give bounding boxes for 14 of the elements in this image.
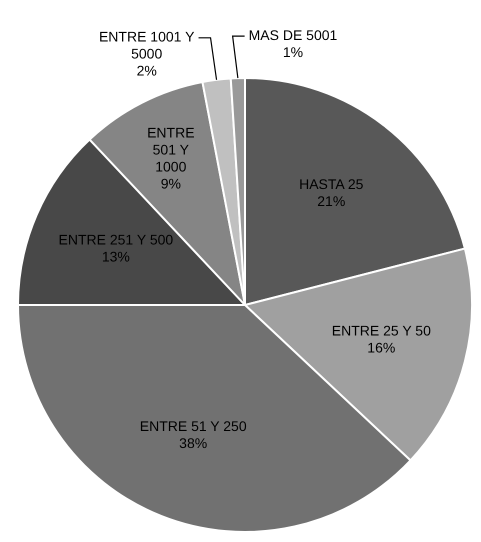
slice-label: ENTRE 251 Y 500 xyxy=(58,231,174,248)
data-label: 13% xyxy=(102,248,130,264)
slice-label: HASTA 25 xyxy=(299,176,364,192)
data-label: 21% xyxy=(317,193,346,210)
slice-label: ENTRE 51 Y 250 xyxy=(140,418,247,434)
data-label: 9% xyxy=(160,176,181,192)
data-label: 16% xyxy=(367,339,396,356)
data-label: 1% xyxy=(282,44,304,60)
slice-label: ENTRE 501 Y 1000 xyxy=(147,124,195,175)
data-label: 38% xyxy=(179,435,208,452)
slice-label: MAS DE 5001 xyxy=(248,26,338,43)
slice-label: ENTRE 25 Y 50 xyxy=(332,322,432,338)
data-label: 2% xyxy=(136,62,157,79)
slice-label: ENTRE 1001 Y 5000 xyxy=(98,28,196,62)
